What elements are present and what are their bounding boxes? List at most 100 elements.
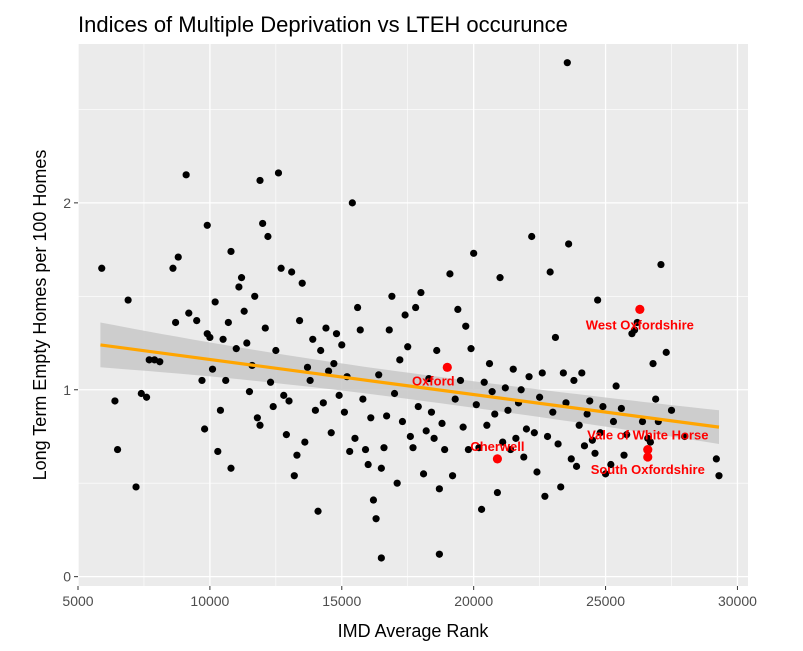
data-point: [657, 260, 665, 269]
x-tick-label: 30000: [718, 593, 757, 609]
data-point: [145, 356, 153, 364]
data-point: [385, 326, 393, 334]
data-point: [493, 488, 502, 497]
data-point: [499, 438, 507, 446]
data-point: [451, 395, 459, 403]
data-point: [454, 305, 462, 313]
data-point: [256, 421, 264, 429]
data-point: [330, 359, 338, 368]
data-points: [98, 59, 723, 562]
data-point: [259, 219, 267, 228]
data-point: [533, 468, 541, 476]
data-point: [171, 318, 180, 327]
data-point: [227, 247, 235, 256]
data-point: [193, 317, 201, 325]
data-point: [364, 460, 372, 469]
data-point: [235, 283, 243, 291]
data-point: [607, 460, 615, 469]
data-point: [377, 464, 385, 472]
point-annotation: West Oxfordshire: [586, 317, 694, 332]
data-point: [314, 507, 322, 515]
data-point: [293, 451, 301, 459]
data-point: [427, 408, 436, 416]
data-point: [356, 326, 364, 334]
data-point: [240, 307, 248, 315]
data-point: [506, 445, 515, 454]
data-point: [419, 470, 428, 478]
data-point: [401, 311, 409, 319]
highlight-point: [643, 444, 653, 455]
data-point: [301, 438, 309, 446]
data-point: [396, 356, 404, 364]
data-point: [169, 264, 177, 272]
data-point: [472, 401, 480, 409]
data-point: [309, 335, 317, 343]
data-point: [435, 550, 443, 558]
data-point: [327, 429, 335, 437]
data-point: [485, 359, 494, 368]
x-tick-label: 5000: [62, 593, 93, 609]
confidence-band: [100, 322, 719, 444]
data-point: [480, 378, 488, 386]
data-point: [520, 453, 528, 461]
data-point: [681, 432, 689, 441]
trend-line: [100, 343, 720, 429]
data-point: [216, 406, 225, 414]
data-point: [256, 176, 264, 185]
data-point: [338, 341, 346, 349]
data-point: [567, 455, 575, 463]
data-point: [306, 376, 314, 385]
data-point: [227, 464, 235, 472]
data-point: [398, 417, 407, 426]
highlight-point: [643, 452, 653, 462]
data-point: [646, 438, 655, 446]
data-point: [264, 232, 272, 241]
data-point: [551, 333, 560, 342]
data-point: [156, 358, 164, 366]
data-point: [261, 324, 269, 332]
data-point: [425, 374, 433, 383]
data-point: [206, 333, 214, 342]
data-point: [280, 391, 288, 399]
data-point: [317, 346, 325, 355]
data-point: [563, 59, 571, 67]
data-point: [406, 432, 414, 441]
data-point: [322, 324, 330, 332]
plot-panel: [78, 44, 748, 586]
data-point: [662, 348, 670, 356]
data-point: [488, 388, 496, 396]
data-point: [245, 388, 254, 396]
data-point: [335, 391, 343, 399]
data-point: [185, 309, 193, 317]
x-tick-label: 25000: [586, 593, 625, 609]
data-point: [596, 429, 604, 437]
data-point: [375, 371, 383, 379]
highlight-point: [492, 454, 503, 464]
data-point: [470, 249, 478, 257]
data-point: [409, 444, 417, 452]
data-point: [377, 554, 385, 562]
data-point: [198, 376, 206, 385]
data-point: [311, 406, 320, 414]
data-point: [346, 447, 354, 456]
data-point: [652, 395, 660, 403]
data-point: [266, 378, 275, 386]
data-point: [361, 445, 370, 454]
x-tick-label: 10000: [190, 593, 229, 609]
data-point: [467, 345, 475, 353]
data-point: [219, 335, 227, 343]
point-annotation: Vale of White Horse: [587, 428, 708, 443]
chart-title: Indices of Multiple Deprivation vs LTEH …: [78, 12, 568, 37]
data-point: [224, 318, 232, 327]
data-point: [591, 449, 599, 457]
data-point: [290, 472, 298, 480]
data-point: [137, 389, 145, 398]
data-point: [201, 425, 209, 433]
data-point: [282, 431, 290, 439]
data-point: [483, 421, 491, 429]
y-axis-ticks: 0 1 2: [63, 195, 78, 585]
data-point: [536, 393, 544, 401]
data-point: [211, 298, 219, 306]
point-annotation: South Oxfordshire: [591, 462, 705, 477]
